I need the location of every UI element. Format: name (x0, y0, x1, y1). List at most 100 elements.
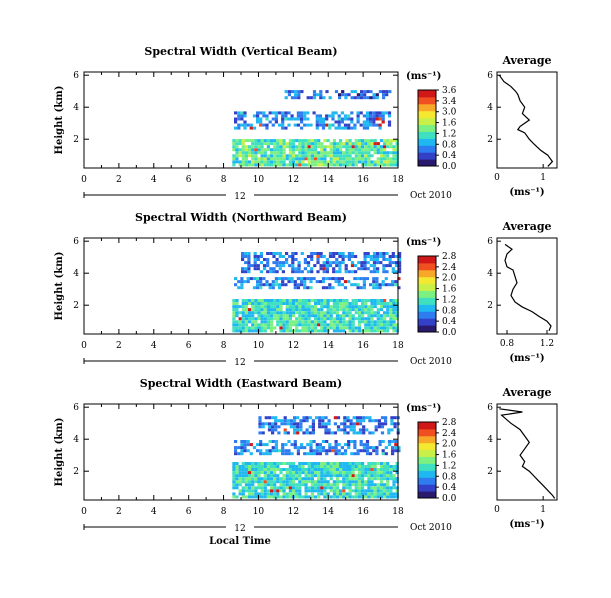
colorbar-tick-label: 2.0 (442, 440, 457, 450)
heatmap-cell (273, 302, 277, 305)
heatmap-cell (372, 258, 377, 261)
heatmap-cell (319, 264, 323, 268)
heatmap-cell (385, 252, 389, 255)
heatmap-cell (317, 311, 321, 315)
heatmap-cell (300, 111, 304, 115)
heatmap-cell (392, 160, 396, 164)
heatmap-cell (339, 320, 343, 324)
heatmap-cell (289, 425, 293, 429)
heatmap-cell (296, 277, 300, 281)
heatmap-cell (260, 477, 264, 481)
heatmap-cell (281, 111, 285, 115)
heatmap-cell (235, 148, 239, 152)
heatmap-cell (318, 280, 322, 284)
heatmap-cell (315, 449, 319, 453)
heatmap-cell (392, 151, 396, 155)
heatmap-cell (282, 474, 286, 478)
heatmap-cell (293, 443, 297, 447)
heatmap-cell (288, 151, 292, 155)
heatmap-cell (388, 261, 392, 265)
heatmap-cell (386, 326, 390, 330)
heatmap-cell (379, 489, 384, 493)
heatmap-cell (358, 422, 363, 426)
heatmap-cell (389, 299, 393, 302)
heatmap-cell (325, 90, 329, 94)
heatmap-cell (287, 452, 291, 456)
day-label: 12 (234, 358, 245, 368)
heatmap-cell (370, 163, 374, 167)
heatmap-cell (392, 320, 396, 324)
heatmap-cell (269, 252, 273, 255)
heatmap-cell (386, 495, 390, 499)
heatmap-cell (295, 474, 299, 478)
heatmap-cell (263, 151, 267, 155)
x-tick-label: 18 (392, 341, 404, 351)
heatmap-cell (281, 123, 285, 127)
heatmap-cell (332, 489, 336, 493)
heatmap-cell (320, 480, 324, 484)
heatmap-cell (350, 270, 355, 274)
heatmap-cell (382, 90, 386, 94)
heatmap-cell (241, 462, 245, 465)
heatmap-cell (304, 145, 308, 149)
heatmap-cell (321, 449, 326, 453)
heatmap-cell (251, 462, 255, 465)
heatmap-cell (254, 323, 258, 327)
heatmap-cell (335, 474, 340, 478)
heatmap-cell (270, 471, 274, 475)
heatmap-cell (367, 151, 371, 155)
heatmap-cell (386, 308, 390, 312)
heatmap-cell (339, 314, 343, 318)
heatmap-cell (355, 422, 359, 426)
heatmap-cell (377, 425, 381, 429)
heatmap-cell (310, 323, 314, 327)
heatmap-cell (307, 477, 311, 481)
colorbar-swatch (418, 456, 436, 464)
heatmap-cell (367, 471, 371, 475)
heatmap-cell (240, 449, 244, 453)
heatmap-cell (374, 425, 378, 429)
heatmap-cell (391, 255, 395, 258)
heatmap-cell (279, 139, 283, 143)
heatmap-cell (329, 145, 333, 149)
heatmap-cell (394, 261, 399, 265)
heatmap-cell (260, 145, 264, 149)
heatmap-cell (270, 142, 274, 146)
heatmap-cell (316, 255, 320, 258)
heatmap-cell (260, 157, 264, 161)
heatmap-cell (370, 326, 374, 330)
heatmap-cell (341, 252, 345, 255)
heatmap-cell (323, 160, 327, 164)
heatmap-cell (273, 305, 277, 309)
heatmap-cell (323, 480, 327, 484)
heatmap-cell (263, 320, 267, 324)
heatmap-cell (370, 139, 374, 143)
heatmap-cell (244, 160, 248, 164)
heatmap-cell (257, 468, 261, 471)
heatmap-cell (379, 314, 384, 318)
heatmap-cell (278, 286, 282, 290)
heatmap-cell (276, 163, 280, 167)
heatmap-cell (279, 468, 283, 471)
heatmap-cell (273, 471, 277, 475)
heatmap-cell (348, 311, 352, 315)
heatmap-cell (306, 443, 310, 447)
heatmap-cell (263, 142, 267, 146)
heatmap-cell (241, 145, 245, 149)
heatmap-cell (279, 483, 283, 487)
heatmap-cell (279, 308, 283, 312)
heatmap-cell (273, 154, 277, 158)
heatmap-cell (351, 474, 355, 478)
x-tick-label: 14 (322, 175, 334, 185)
colorbar-swatch (418, 435, 436, 444)
heatmap-cell (295, 145, 299, 149)
heatmap-cell (310, 142, 314, 146)
heatmap-cell (281, 255, 285, 258)
heatmap-cell (291, 270, 295, 274)
average-frame (496, 71, 558, 169)
heatmap-cell (300, 120, 304, 124)
heatmap-cell (251, 492, 255, 496)
heatmap-cell (389, 492, 393, 496)
heatmap-cell (341, 93, 345, 97)
heatmap-cell (241, 151, 245, 155)
